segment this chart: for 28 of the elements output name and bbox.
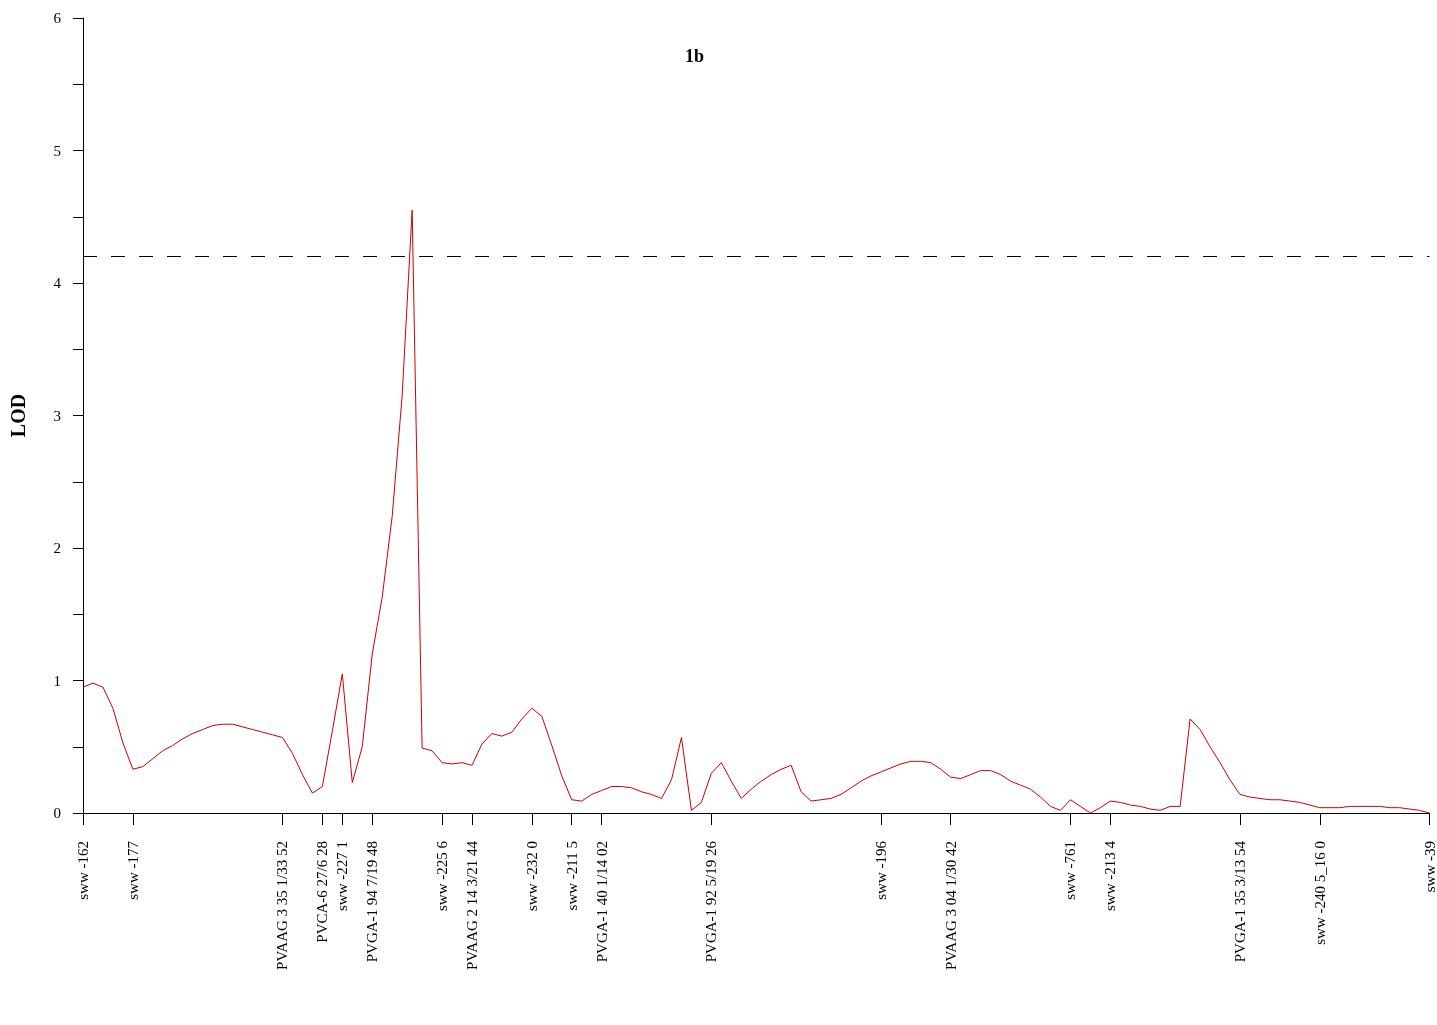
x-tick-label: sww -196 xyxy=(872,840,889,900)
x-tick-label: PVAAG 3 35 1/33 52 xyxy=(274,841,291,970)
x-tick-label: sww -227 1 xyxy=(334,841,351,911)
text: 1b xyxy=(685,46,705,66)
x-tick-label: sww -177 xyxy=(124,840,141,900)
x-tick-label: PVGA-1 94 7/19 48 xyxy=(364,841,381,963)
x-tick-label: PVGA-1 40 1/14 02 xyxy=(593,841,610,963)
x-tick-label: PVGA-1 35 3/13 54 xyxy=(1231,840,1248,963)
y-tick-label: 6 xyxy=(53,10,62,26)
y-axis-title: LOD xyxy=(7,393,29,438)
y-tick-label: 0 xyxy=(53,805,61,821)
y-tick-label: 3 xyxy=(53,407,61,424)
x-tick-label: sww -240 5_16 0 xyxy=(1311,841,1328,945)
x-tick-label: PVCA-6 27/6 28 xyxy=(314,841,331,943)
x-tick-label: sww -213 4 xyxy=(1102,840,1119,911)
x-tick-label: sww -162 xyxy=(75,841,91,900)
x-tick-label: sww -225 6 xyxy=(434,840,451,911)
y-tick-label: 4 xyxy=(53,275,62,291)
y-tick-label: 2 xyxy=(53,540,61,556)
x-tick-label: sww -39 xyxy=(1421,841,1437,893)
x-tick-label: sww -761 xyxy=(1062,841,1079,900)
x-tick-label: sww -232 0 xyxy=(523,841,540,911)
x-tick-label: PVAAG 2 14 3/21 44 xyxy=(463,840,480,970)
y-tick-label: 1 xyxy=(53,672,61,689)
y-tick-label: 5 xyxy=(53,142,61,159)
x-tick-label: sww -211 5 xyxy=(563,841,580,911)
x-tick-label: PVAAG 3 04 1/30 42 xyxy=(942,841,959,970)
x-tick-label: PVGA-1 92 5/19 26 xyxy=(703,840,720,963)
